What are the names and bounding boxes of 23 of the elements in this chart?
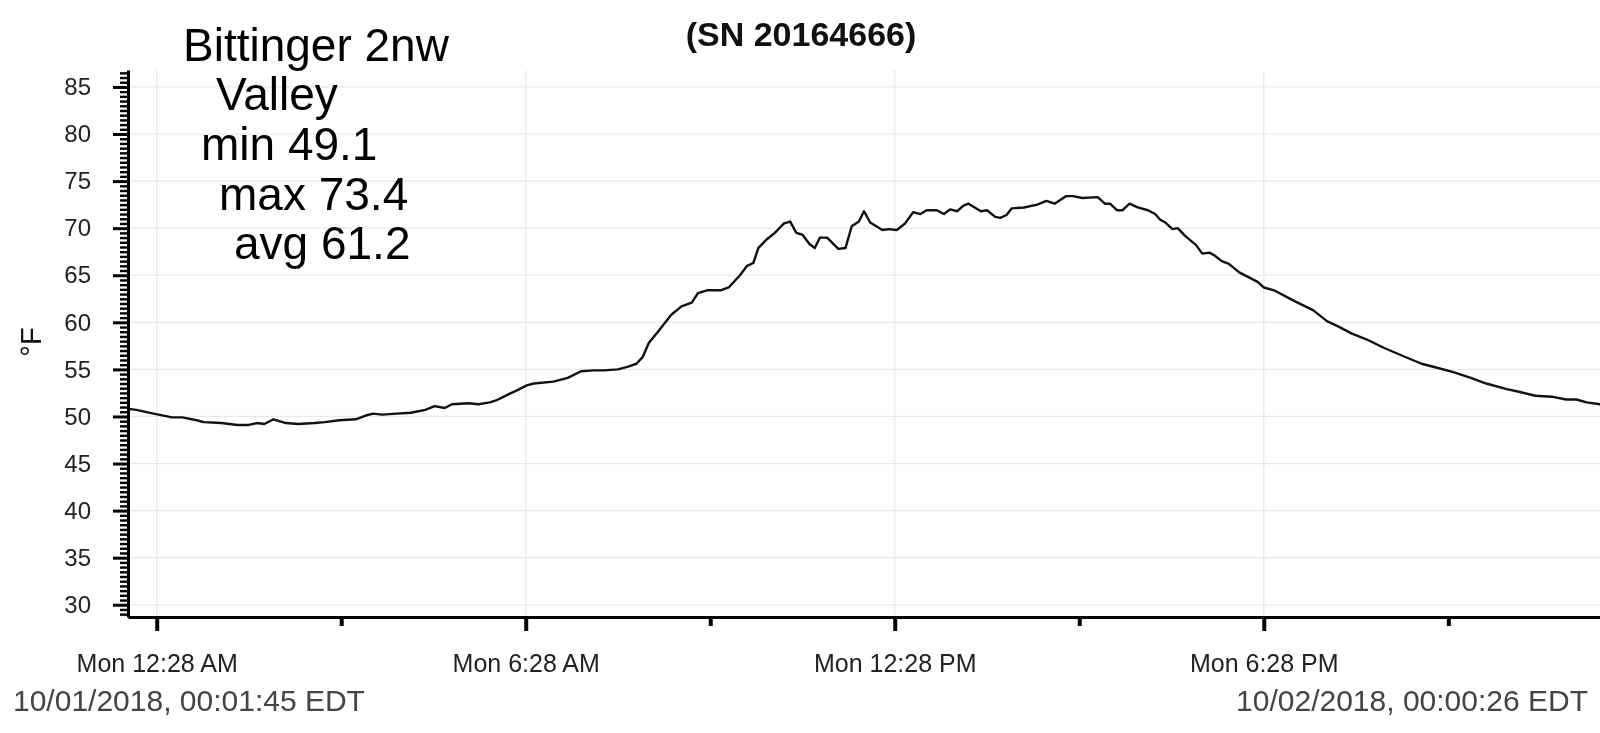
y-tick-label: 60	[64, 308, 91, 336]
y-tick-label: 35	[64, 543, 91, 571]
y-tick-label: 30	[64, 590, 91, 618]
annotation: Bittinger 2nw	[183, 19, 450, 71]
y-tick-label: 75	[64, 167, 91, 195]
y-tick-label: 45	[64, 449, 91, 477]
y-tick-label: 85	[64, 73, 91, 101]
y-tick-label: 50	[64, 402, 91, 430]
chart-title: (SN 20164666)	[685, 15, 917, 53]
text: 10/01/2018, 00:01:45 EDT	[13, 684, 365, 717]
y-tick-label: 55	[64, 355, 91, 383]
x-tick-label: Mon 6:28 AM	[452, 648, 600, 677]
y-tick-label: 80	[64, 120, 91, 148]
y-axis-title: °F	[15, 327, 47, 357]
y-tick-label: 70	[64, 214, 91, 242]
x-tick-label: Mon 6:28 PM	[1189, 648, 1339, 677]
y-tick-label: 40	[64, 496, 91, 524]
x-tick-label: Mon 12:28 AM	[76, 648, 238, 677]
annotation: avg 61.2	[234, 217, 411, 269]
x-tick-label: Mon 12:28 PM	[813, 648, 977, 677]
annotation: max 73.4	[219, 168, 409, 220]
text: 10/02/2018, 00:00:26 EDT	[1236, 684, 1588, 717]
y-tick-label: 65	[64, 261, 91, 289]
